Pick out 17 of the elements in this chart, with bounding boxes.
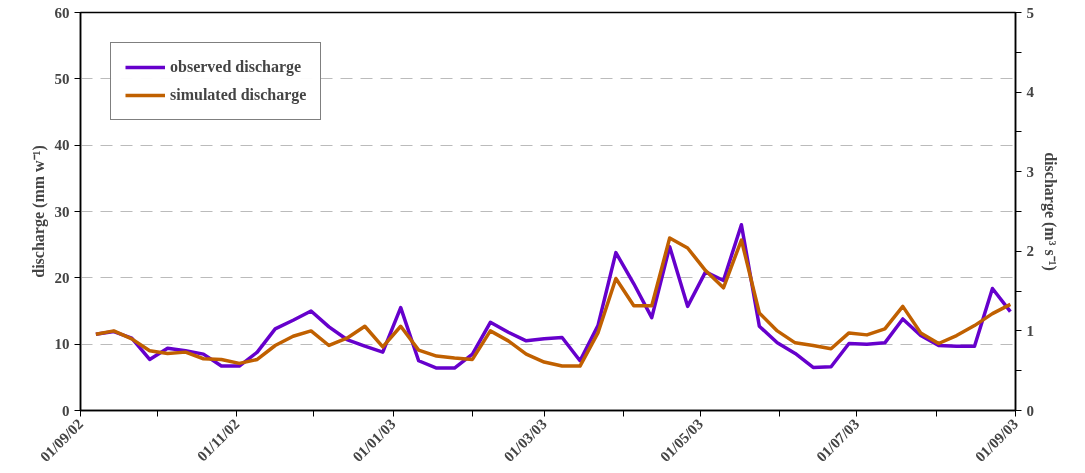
y-tick-label: 0 [62, 402, 70, 419]
legend-label: simulated discharge [170, 86, 307, 104]
y-tick-label: 10 [54, 336, 70, 353]
y2-tick-label: 2 [1026, 243, 1034, 260]
y2-tick-label: 3 [1026, 163, 1034, 180]
y2-tick-label: 4 [1026, 84, 1035, 101]
y-tick-label: 50 [54, 70, 70, 87]
y-tick-label: 30 [54, 203, 70, 220]
y-axis-title: discharge (mm w⁻¹) [29, 145, 48, 278]
y2-tick-label: 0 [1026, 402, 1034, 419]
y2-tick-label: 5 [1026, 4, 1034, 21]
legend-label: observed discharge [170, 58, 302, 76]
y2-tick-label: 1 [1026, 322, 1034, 339]
y-tick-label: 60 [54, 4, 70, 21]
y2-axis-title: discharge (m³ s⁻¹) [1041, 152, 1059, 271]
y-tick-label: 20 [54, 269, 70, 286]
y-tick-label: 40 [54, 137, 70, 154]
